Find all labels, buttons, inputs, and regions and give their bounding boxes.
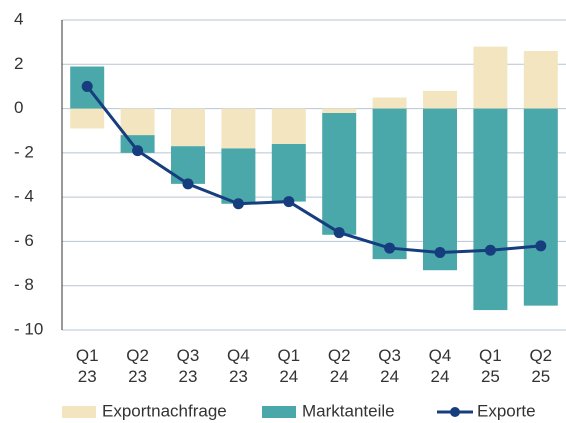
x-tick-label: Q4 23 <box>227 346 250 386</box>
bar <box>523 51 558 109</box>
line-point <box>484 244 496 256</box>
x-tick-label: Q2 24 <box>328 346 351 386</box>
bar <box>171 108 205 147</box>
bar <box>372 108 407 260</box>
bar <box>271 108 306 144</box>
y-tick-label: 4 <box>14 9 23 28</box>
y-tick-label: - 8 <box>14 275 34 294</box>
line-point <box>434 247 446 258</box>
legend-swatch <box>62 406 96 418</box>
bar <box>473 108 508 311</box>
bar <box>423 108 457 271</box>
line-point <box>232 198 244 210</box>
bar <box>372 97 407 109</box>
y-tick-label: - 4 <box>14 187 34 206</box>
bar <box>423 90 457 109</box>
x-tick-label: Q1 25 <box>479 346 502 386</box>
bar <box>271 144 306 202</box>
bar <box>70 108 105 129</box>
legend-swatch <box>262 406 296 418</box>
x-tick-label: Q4 24 <box>429 346 452 386</box>
y-tick-label: 0 <box>14 98 23 117</box>
line-point <box>333 227 345 239</box>
x-tick-label: Q2 25 <box>529 346 552 386</box>
line-point <box>182 178 194 190</box>
bar <box>322 113 357 235</box>
x-tick-label: Q1 23 <box>76 346 99 386</box>
line-point <box>81 80 93 92</box>
x-tick-label: Q1 24 <box>277 346 300 386</box>
bar <box>322 108 357 113</box>
line-point <box>283 196 295 208</box>
line <box>86 85 541 255</box>
y-tick-label: - 2 <box>14 142 34 161</box>
legend-swatch <box>450 407 460 417</box>
legend-label: Exporte <box>477 401 536 420</box>
y-tick-label: - 6 <box>14 231 34 250</box>
line-point <box>535 240 547 252</box>
line-point <box>384 242 396 254</box>
legend-label: Marktanteile <box>302 401 395 420</box>
bar <box>171 146 205 184</box>
bar <box>221 108 256 149</box>
bar <box>473 46 508 109</box>
x-tick-label: Q2 23 <box>126 346 149 386</box>
line-point <box>132 145 144 157</box>
bar <box>523 108 558 306</box>
x-tick-label: Q3 23 <box>177 346 200 386</box>
y-tick-label: 2 <box>14 54 23 73</box>
legend-label: Exportnachfrage <box>102 401 227 420</box>
x-tick-label: Q3 24 <box>378 346 401 386</box>
y-tick-label: - 10 <box>14 319 43 338</box>
bar <box>221 148 256 204</box>
bar <box>120 108 155 136</box>
